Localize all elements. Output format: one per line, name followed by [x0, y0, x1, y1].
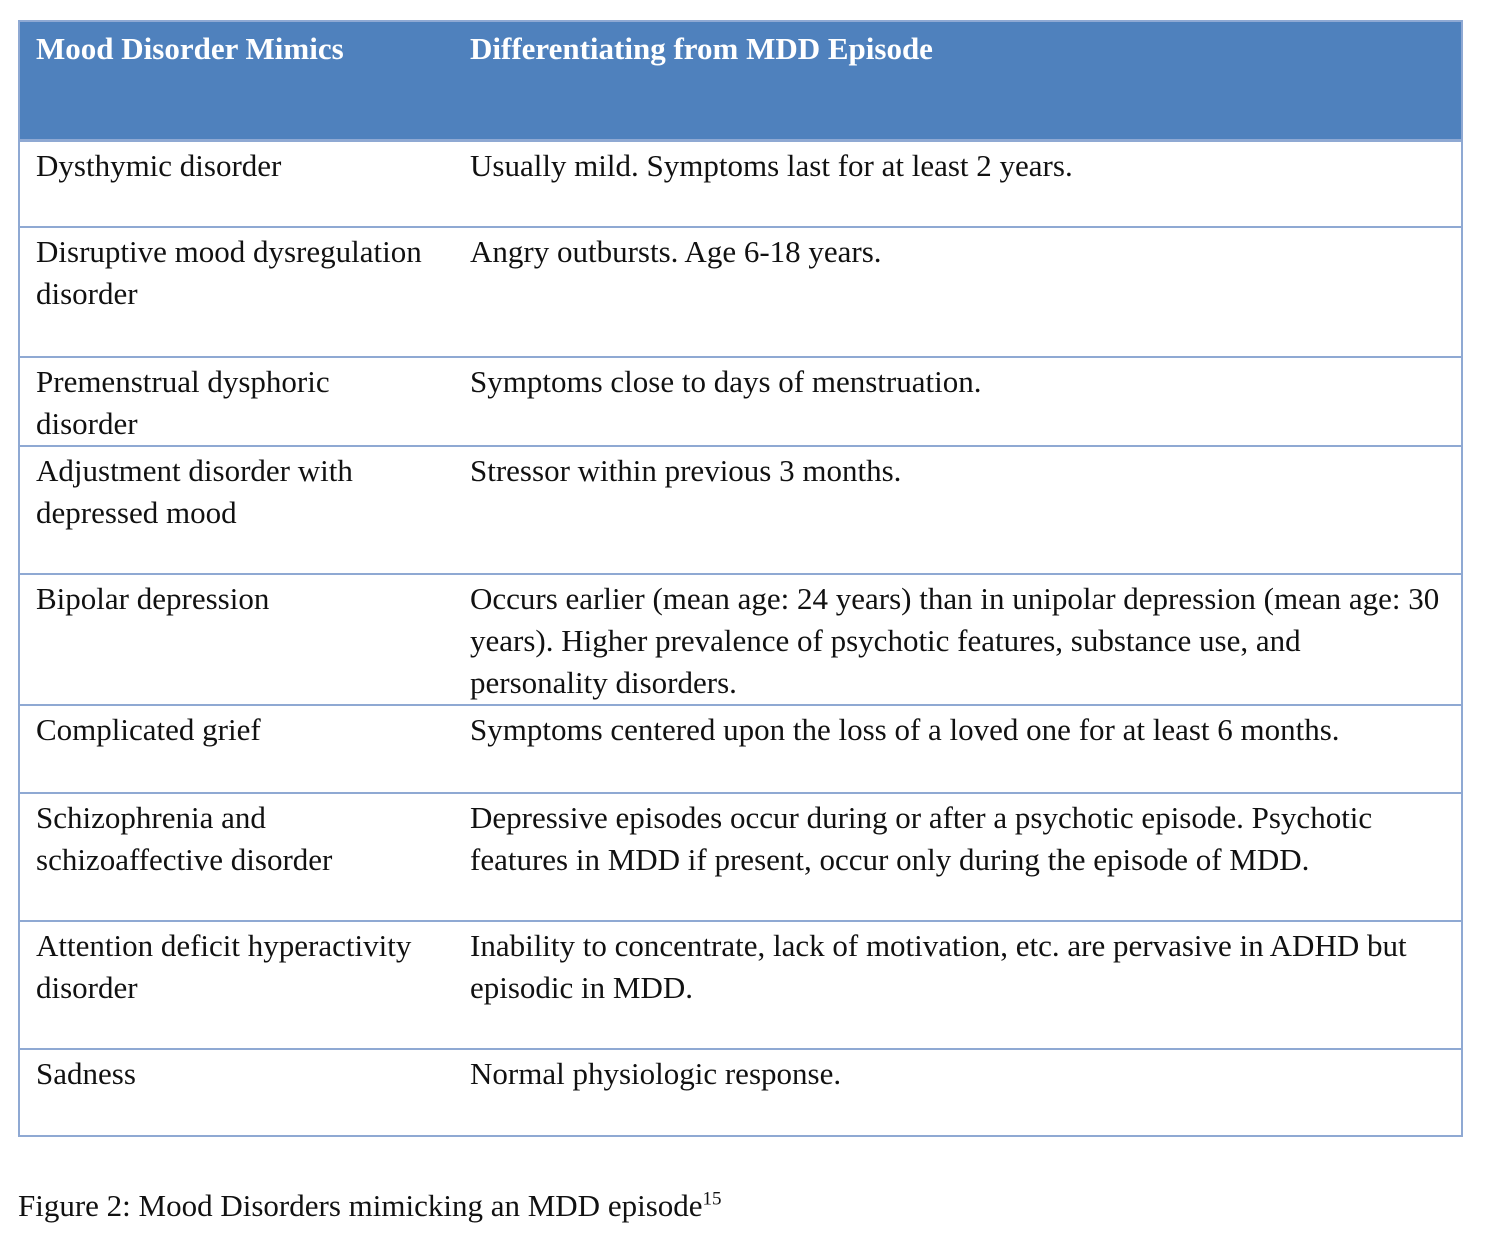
difference-cell: Symptoms close to days of menstruation. — [454, 356, 1461, 446]
table-body: Dysthymic disorder Usually mild. Symptom… — [20, 140, 1461, 1135]
mimic-cell: Attention deficit hyperactivity disorder — [20, 920, 454, 1049]
difference-cell: Normal physiologic response. — [454, 1048, 1461, 1135]
mimics-table: Mood Disorder Mimics Differentiating fro… — [20, 22, 1461, 1135]
mimic-cell: Bipolar depression — [20, 573, 454, 705]
mimic-cell: Adjustment disorder with depressed mood — [20, 445, 454, 574]
difference-cell: Usually mild. Symptoms last for at least… — [470, 147, 1073, 183]
header-mood-disorder-mimics: Mood Disorder Mimics — [20, 22, 454, 142]
mimic-cell: Complicated grief — [20, 704, 454, 793]
mimic-cell: Sadness — [20, 1048, 454, 1135]
header-row: Mood Disorder Mimics Differentiating fro… — [20, 22, 1461, 142]
table-row: Premenstrual dysphoric disorder Symptoms… — [20, 356, 1461, 446]
table-row: Attention deficit hyperactivity disorder… — [20, 920, 1461, 1049]
caption-text: Figure 2: Mood Disorders mimicking an MD… — [18, 1188, 703, 1223]
caption-reference: 15 — [702, 1188, 722, 1210]
table-row: Disruptive mood dysregulation disorder A… — [20, 226, 1461, 357]
table-row: Adjustment disorder with depressed mood … — [20, 445, 1461, 574]
difference-cell: Angry outbursts. Age 6-18 years. — [454, 226, 1461, 357]
difference-cell: Occurs earlier (mean age: 24 years) than… — [454, 573, 1461, 705]
difference-cell: Stressor within previous 3 months. — [454, 445, 1461, 574]
table-row: Sadness Normal physiologic response. — [20, 1048, 1461, 1135]
mimic-cell: Premenstrual dysphoric disorder — [20, 356, 454, 446]
difference-cell: Inability to concentrate, lack of motiva… — [454, 920, 1461, 1049]
difference-cell: Symptoms centered upon the loss of a lov… — [454, 704, 1461, 793]
table-header: Mood Disorder Mimics Differentiating fro… — [20, 22, 1461, 142]
table-row: Schizophrenia and schizoaffective disord… — [20, 792, 1461, 921]
header-differentiating: Differentiating from MDD Episode — [454, 22, 1461, 142]
figure-caption: Figure 2: Mood Disorders mimicking an MD… — [18, 1186, 722, 1226]
table-row: Complicated grief Symptoms centered upon… — [20, 704, 1461, 793]
table-row: Dysthymic disorder Usually mild. Symptom… — [20, 140, 1461, 227]
table-row: Bipolar depression Occurs earlier (mean … — [20, 573, 1461, 705]
difference-cell: Depressive episodes occur during or afte… — [454, 792, 1461, 921]
mimic-cell: Disruptive mood dysregulation disorder — [20, 226, 454, 357]
mimic-cell: Schizophrenia and schizoaffective disord… — [20, 792, 454, 921]
mood-disorder-table: Mood Disorder Mimics Differentiating fro… — [18, 20, 1463, 1137]
mimic-cell: Dysthymic disorder — [36, 147, 282, 183]
